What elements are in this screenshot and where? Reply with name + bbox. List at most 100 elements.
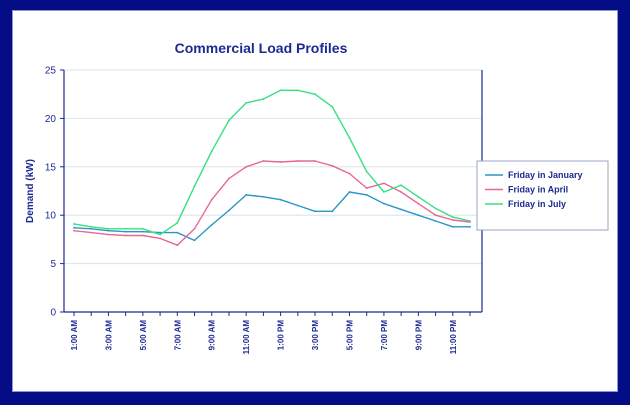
data-point [90, 231, 93, 234]
data-point [193, 239, 196, 242]
x-ticks: 1:00 AM 3:00 AM 5:00 AM 7:00 AM 9:00 AM 11:00… [70, 320, 458, 355]
x-tick-label: 5:00 PM [345, 320, 354, 351]
series-line-2 [73, 160, 471, 246]
data-point [210, 223, 213, 226]
data-point [245, 165, 248, 168]
y-ticks: 0 5 10 15 20 25 [45, 66, 57, 319]
y-axis-label: Demand (kW) [25, 159, 36, 223]
data-point [107, 227, 110, 230]
data-point [176, 222, 179, 224]
legend-box [476, 160, 609, 231]
data-point [193, 185, 196, 188]
data-point [176, 231, 179, 234]
data-point [124, 227, 127, 230]
data-point [159, 237, 161, 240]
data-point [434, 214, 437, 217]
data-point [262, 98, 265, 100]
legend-label: Friday in January [508, 170, 583, 180]
data-point [228, 119, 230, 122]
series [73, 89, 471, 247]
x-tick-label: 11:00 AM [242, 320, 251, 355]
chart-panel: Commercial Load Profiles Demand (kW) 0 5 1… [12, 10, 618, 392]
legend-label: Friday in July [508, 199, 566, 209]
data-point [296, 160, 299, 162]
data-point [296, 204, 299, 207]
series-line-3 [73, 89, 471, 236]
data-point [90, 227, 93, 230]
data-point [176, 244, 179, 247]
x-tick-label: 3:00 AM [104, 320, 113, 351]
data-point [262, 160, 265, 162]
data-point [434, 220, 437, 222]
x-tick-label: 7:00 AM [173, 320, 182, 351]
data-point [228, 177, 230, 180]
y-tick-label: 20 [45, 114, 57, 125]
data-point [279, 161, 282, 163]
x-tick-label: 5:00 AM [139, 320, 148, 351]
data-point [228, 209, 230, 212]
x-tick-label: 1:00 AM [70, 320, 79, 351]
data-point [451, 225, 454, 228]
data-point [348, 191, 351, 193]
data-point [383, 182, 385, 185]
data-point [159, 231, 161, 234]
data-point [348, 172, 351, 175]
data-point [124, 234, 127, 237]
axes [60, 69, 483, 316]
data-point [73, 226, 75, 229]
data-point [107, 229, 110, 232]
data-point [107, 233, 110, 236]
data-point [314, 210, 316, 213]
data-point [73, 229, 75, 232]
data-point [400, 208, 403, 211]
line-chart: Commercial Load Profiles Demand (kW) 0 5 1… [25, 40, 609, 355]
legend: Friday in January Friday in April Friday i… [476, 160, 609, 231]
legend-label: Friday in April [508, 185, 568, 195]
y-tick-label: 5 [50, 259, 56, 270]
data-point [417, 195, 420, 198]
data-point [193, 227, 196, 230]
y-tick-label: 0 [50, 308, 56, 319]
data-point [365, 193, 368, 196]
data-point [469, 225, 471, 228]
data-point [331, 164, 334, 167]
data-point [417, 202, 420, 205]
y-tick-label: 25 [45, 66, 57, 77]
data-point [90, 225, 93, 228]
x-tick-label: 11:00 PM [449, 320, 458, 355]
data-point [331, 210, 334, 213]
data-point [417, 214, 420, 217]
data-point [141, 227, 144, 230]
data-point [159, 233, 161, 236]
x-tick-label: 9:00 PM [414, 320, 423, 351]
x-tick-label: 7:00 PM [380, 320, 389, 351]
data-point [314, 160, 316, 162]
data-point [400, 184, 403, 187]
data-point [383, 191, 385, 193]
data-point [348, 136, 351, 139]
data-point [262, 195, 265, 198]
data-point [279, 89, 282, 92]
data-point [365, 187, 368, 189]
data-point [73, 223, 75, 225]
data-point [279, 198, 282, 201]
data-point [245, 102, 248, 104]
data-point [331, 105, 334, 108]
data-point [469, 220, 471, 222]
series-line-1 [73, 191, 470, 242]
data-point [245, 193, 248, 196]
y-tick-label: 10 [45, 211, 57, 222]
data-point [296, 89, 299, 92]
data-point [365, 170, 368, 173]
data-point [451, 219, 454, 221]
data-point [400, 191, 403, 193]
data-point [383, 202, 385, 205]
data-point [210, 150, 213, 153]
x-tick-label: 9:00 AM [208, 320, 217, 351]
y-tick-label: 15 [45, 162, 57, 173]
chart-title: Commercial Load Profiles [175, 40, 348, 56]
x-tick-label: 1:00 PM [277, 320, 286, 351]
data-point [141, 230, 144, 233]
data-point [210, 198, 213, 201]
